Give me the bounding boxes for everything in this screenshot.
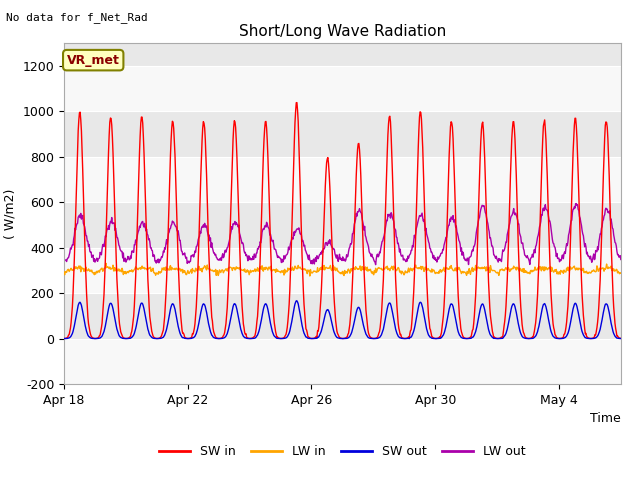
Bar — [64, 202, 621, 248]
SW out — [80, 316, 88, 322]
SW in — [60, 336, 68, 341]
Bar — [64, 248, 621, 293]
LW out — [292, 227, 300, 233]
SW out — [377, 333, 385, 338]
LW in — [192, 265, 200, 271]
SW in — [617, 336, 625, 341]
X-axis label: Time: Time — [590, 412, 621, 425]
LW out — [617, 257, 625, 263]
LW out — [572, 201, 580, 206]
Text: VR_met: VR_met — [67, 54, 120, 67]
LW in — [293, 266, 301, 272]
Line: SW in: SW in — [64, 103, 621, 338]
Bar — [64, 111, 621, 157]
LW out — [191, 248, 199, 254]
SW out — [60, 336, 68, 341]
Bar — [64, 293, 621, 338]
LW out — [511, 211, 518, 216]
SW in — [308, 336, 316, 341]
LW in — [306, 273, 314, 279]
LW out — [60, 257, 68, 263]
SW out — [293, 298, 301, 304]
Line: SW out: SW out — [64, 301, 621, 338]
Bar — [64, 338, 621, 384]
SW in — [263, 125, 271, 131]
SW out — [617, 336, 625, 341]
LW in — [102, 261, 110, 266]
SW out — [263, 302, 271, 308]
LW out — [263, 219, 271, 225]
SW in — [80, 211, 88, 217]
SW out — [511, 304, 519, 310]
LW in — [377, 266, 385, 272]
LW in — [511, 265, 519, 271]
SW in — [293, 100, 301, 106]
Text: No data for f_Net_Rad: No data for f_Net_Rad — [6, 12, 148, 23]
LW out — [372, 262, 380, 267]
LW out — [80, 222, 88, 228]
SW in — [191, 321, 199, 326]
SW out — [191, 333, 199, 339]
Line: LW out: LW out — [64, 204, 621, 264]
Line: LW in: LW in — [64, 264, 621, 276]
LW in — [80, 268, 88, 274]
Bar — [64, 157, 621, 202]
SW in — [292, 100, 300, 106]
Bar — [64, 66, 621, 111]
SW in — [377, 318, 385, 324]
SW out — [292, 298, 300, 304]
SW in — [511, 137, 519, 143]
Y-axis label: ( W/m2): ( W/m2) — [4, 189, 17, 239]
LW in — [617, 270, 625, 276]
Legend: SW in, LW in, SW out, LW out: SW in, LW in, SW out, LW out — [154, 440, 531, 463]
LW in — [60, 269, 68, 275]
LW in — [264, 266, 271, 272]
Title: Short/Long Wave Radiation: Short/Long Wave Radiation — [239, 24, 446, 39]
SW out — [308, 336, 316, 341]
LW out — [376, 250, 384, 256]
